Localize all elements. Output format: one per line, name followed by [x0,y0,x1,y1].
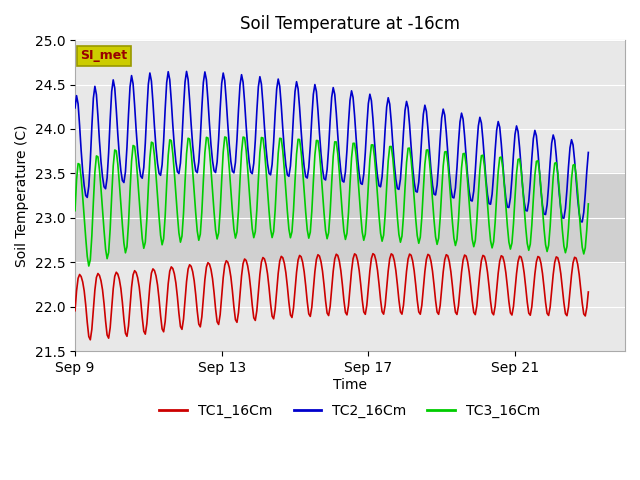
Bar [75,173,625,262]
X-axis label: Time: Time [333,378,367,392]
Title: Soil Temperature at -16cm: Soil Temperature at -16cm [240,15,460,33]
Legend: TC1_16Cm, TC2_16Cm, TC3_16Cm: TC1_16Cm, TC2_16Cm, TC3_16Cm [154,398,546,424]
Text: SI_met: SI_met [81,49,127,62]
Y-axis label: Soil Temperature (C): Soil Temperature (C) [15,124,29,267]
